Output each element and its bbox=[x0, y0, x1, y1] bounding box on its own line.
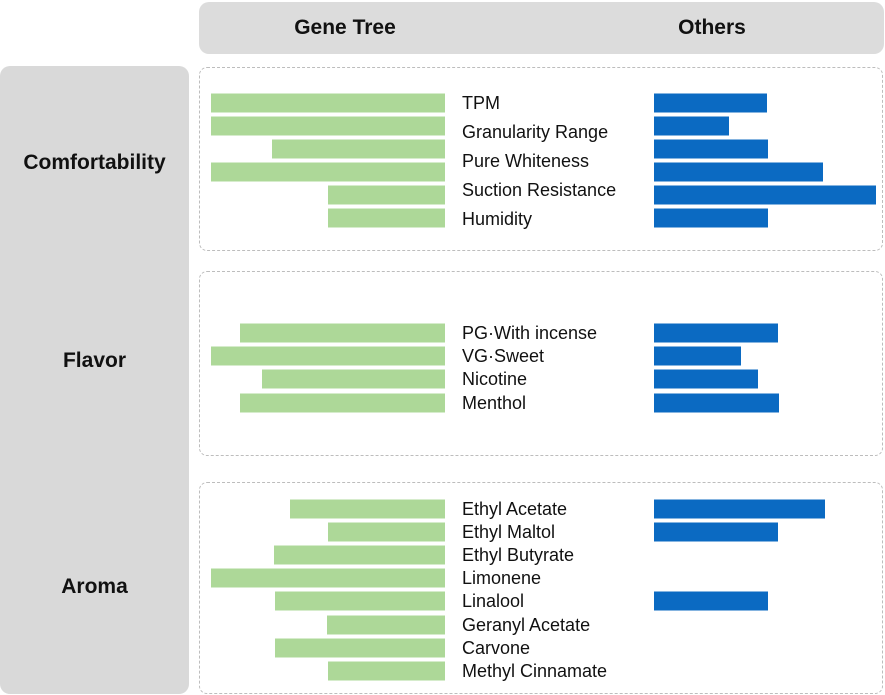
gene-tree-bar-granularity-range bbox=[211, 116, 445, 136]
gene-tree-bar-tpm bbox=[211, 93, 445, 113]
aroma-panel bbox=[199, 482, 883, 694]
gene-tree-bar-limonene bbox=[211, 568, 445, 588]
row-label-carvone: Carvone bbox=[462, 638, 530, 658]
gene-tree-bar-ethyl-maltol bbox=[328, 522, 445, 542]
others-header: Others bbox=[678, 16, 746, 39]
category-label-aroma: Aroma bbox=[61, 575, 128, 598]
others-bar-nicotine bbox=[654, 369, 758, 389]
row-label-geranyl-acetate: Geranyl Acetate bbox=[462, 615, 590, 635]
others-bar-ethyl-acetate bbox=[654, 499, 825, 519]
gene-tree-bar-pure-whiteness bbox=[272, 139, 445, 159]
row-label-nicotine: Nicotine bbox=[462, 369, 527, 389]
row-label-suction-resistance: Suction Resistance bbox=[462, 180, 616, 200]
row-label-limonene: Limonene bbox=[462, 568, 541, 588]
gene-tree-bar-carvone bbox=[275, 638, 445, 658]
gene-tree-bar-methyl-cinnamate bbox=[328, 661, 445, 681]
gene-tree-bar-vg-sweet bbox=[211, 346, 445, 366]
row-label-ethyl-acetate: Ethyl Acetate bbox=[462, 499, 567, 519]
gene-tree-bar-linalool bbox=[275, 591, 445, 611]
others-bar-humidity bbox=[654, 185, 876, 205]
others-bar-ethyl-maltol bbox=[654, 522, 778, 542]
others-bar-row-5 bbox=[654, 208, 768, 228]
gene-tree-bar-ethyl-acetate bbox=[290, 499, 445, 519]
others-bar-suction-resistance bbox=[654, 162, 823, 182]
gene-tree-bar-humidity bbox=[328, 185, 445, 205]
row-label-pg-with-incense: PG·With incense bbox=[462, 323, 597, 343]
gene-tree-bar-menthol bbox=[240, 393, 445, 413]
row-label-vg-sweet: VG·Sweet bbox=[462, 346, 544, 366]
others-bar-vg-sweet bbox=[654, 346, 741, 366]
others-bar-tpm bbox=[654, 93, 767, 113]
gene-tree-bar-pg-with-incense bbox=[240, 323, 445, 343]
row-label-linalool: Linalool bbox=[462, 591, 524, 611]
category-label-flavor: Flavor bbox=[62, 349, 127, 372]
flavor-panel bbox=[199, 271, 883, 456]
row-label-methyl-cinnamate: Methyl Cinnamate bbox=[462, 661, 607, 681]
others-bar-pg-with-incense bbox=[654, 323, 778, 343]
row-label-humidity: Humidity bbox=[462, 209, 532, 229]
others-bar-linalool bbox=[654, 591, 768, 611]
category-sidebar bbox=[0, 66, 189, 694]
others-bar-granularity-range bbox=[654, 116, 729, 136]
row-label-ethyl-maltol: Ethyl Maltol bbox=[462, 522, 555, 542]
row-label-tpm: TPM bbox=[462, 93, 500, 113]
others-bar-pure-whiteness bbox=[654, 139, 768, 159]
others-bar-menthol bbox=[654, 393, 779, 413]
header-bar: Gene Tree Others bbox=[199, 2, 884, 54]
gene-tree-bar-suction-resistance bbox=[211, 162, 445, 182]
gene-tree-header: Gene Tree bbox=[294, 16, 396, 39]
gene-tree-bar-nicotine bbox=[262, 369, 445, 389]
row-label-granularity-range: Granularity Range bbox=[462, 122, 608, 142]
row-label-pure-whiteness: Pure Whiteness bbox=[462, 151, 589, 171]
row-label-ethyl-butyrate: Ethyl Butyrate bbox=[462, 545, 574, 565]
comfortability-panel bbox=[199, 67, 883, 251]
row-label-menthol: Menthol bbox=[462, 393, 526, 413]
gene-tree-bar-row-5 bbox=[328, 208, 445, 228]
gene-tree-bar-geranyl-acetate bbox=[327, 615, 445, 635]
gene-tree-bar-ethyl-butyrate bbox=[274, 545, 445, 565]
category-label-comfortability: Comfortability bbox=[23, 151, 166, 174]
